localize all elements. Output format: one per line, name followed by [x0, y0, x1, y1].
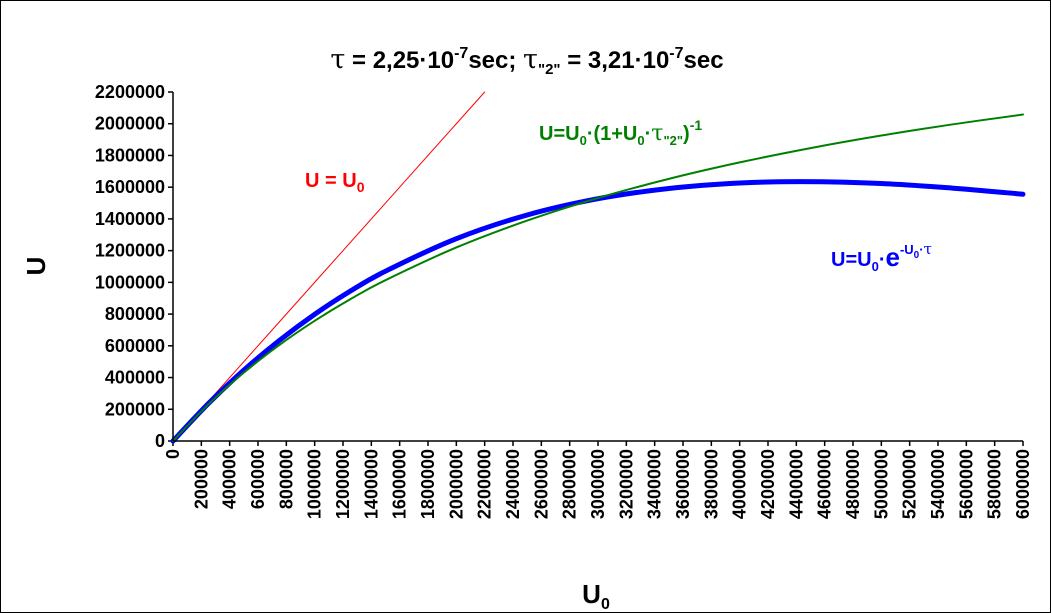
annotation-hyperbolic-sub1: 0: [580, 133, 587, 148]
y-tick-label: 600000: [105, 336, 165, 356]
x-tick-label: 2000000: [446, 449, 466, 519]
x-tick-label: 600000: [248, 449, 268, 509]
annotation-hyperbolic-sub3: "2": [663, 133, 683, 148]
annotation-hyperbolic-a: U=U: [539, 123, 580, 145]
annotation-exponential-sub1: 0: [872, 259, 879, 274]
annotation-exponential: U=U0·e-U0·τ: [831, 240, 932, 274]
x-axis-ticks: 0 200000 400000 600000 800000 1000000 1200000 1…: [163, 441, 1033, 519]
x-tick-label: 2200000: [475, 449, 495, 519]
x-tick-label: 4400000: [786, 449, 806, 519]
x-tick-label: 4600000: [815, 449, 835, 519]
x-tick-label: 4200000: [758, 449, 778, 519]
x-tick-label: 5800000: [985, 449, 1005, 519]
title-tau-exp: -7: [454, 45, 468, 62]
title-tau2-sub: "2": [538, 61, 561, 78]
x-tick-label: 3400000: [645, 449, 665, 519]
x-axis-label-sub: 0: [601, 596, 610, 613]
x-axis-label-main: U: [582, 579, 601, 609]
annotation-hyperbolic-sub2: 0: [637, 133, 644, 148]
annotation-exponential-b: ·: [879, 249, 886, 271]
series-line-hyperbolic: [173, 115, 1023, 441]
y-tick-label: 1200000: [95, 241, 165, 261]
y-tick-label: 800000: [105, 304, 165, 324]
y-tick-label: 1600000: [95, 177, 165, 197]
series-line-exponential: [173, 182, 1023, 441]
x-tick-label: 6000000: [1013, 449, 1033, 519]
annotation-hyperbolic-tau: τ: [651, 121, 663, 146]
x-tick-label: 400000: [220, 449, 240, 509]
x-tick-label: 3000000: [588, 449, 608, 519]
x-tick-label: 5400000: [928, 449, 948, 519]
y-tick-label: 1400000: [95, 209, 165, 229]
x-tick-label: 5600000: [956, 449, 976, 519]
x-tick-label: 1000000: [305, 449, 325, 519]
annotation-linear-main: U = U: [305, 170, 357, 192]
x-tick-label: 5000000: [871, 449, 891, 519]
title-tau-value: = 2,25·10: [345, 47, 454, 74]
y-tick-label: 1000000: [95, 272, 165, 292]
x-tick-label: 1800000: [418, 449, 438, 519]
annotation-exponential-e: e: [885, 242, 899, 272]
chart-title: τ = 2,25·10-7sec; τ"2" = 3,21·10-7sec: [330, 44, 723, 78]
y-axis-ticks: 0 200000 400000 600000 800000 1000000 1200000 1…: [95, 82, 173, 451]
x-tick-label: 0: [163, 449, 183, 459]
y-tick-label: 2000000: [95, 114, 165, 134]
annotation-linear: U = U0: [305, 170, 365, 195]
x-tick-label: 1200000: [333, 449, 353, 519]
y-tick-label: 400000: [105, 368, 165, 388]
x-axis-label: U0: [582, 579, 610, 613]
x-tick-label: 4800000: [843, 449, 863, 519]
annotation-exponential-exp-a: -U: [900, 242, 914, 257]
series-line-linear: [173, 92, 485, 441]
title-tau2-symbol: τ: [523, 44, 538, 75]
y-tick-label: 0: [155, 431, 165, 451]
title-tau2-exp: -7: [669, 45, 683, 62]
annotation-hyperbolic-exp: -1: [690, 117, 703, 133]
y-tick-label: 1800000: [95, 145, 165, 165]
annotation-hyperbolic-c: ·: [645, 123, 652, 145]
annotation-hyperbolic-b: ·(1+U: [587, 123, 638, 145]
x-tick-label: 2600000: [531, 449, 551, 519]
x-tick-label: 2800000: [560, 449, 580, 519]
y-tick-label: 200000: [105, 399, 165, 419]
title-tau2-unit: sec: [684, 47, 724, 74]
annotation-exponential-exp-tau: τ: [924, 240, 932, 258]
title-tau-symbol: τ: [330, 44, 345, 75]
x-tick-label: 3200000: [616, 449, 636, 519]
title-tau2-value: = 3,21·10: [561, 47, 670, 74]
annotation-hyperbolic: U=U0·(1+U0·τ"2")-1: [539, 117, 702, 148]
annotation-linear-sub: 0: [357, 179, 365, 195]
annotation-hyperbolic-d: ): [683, 123, 690, 145]
y-tick-label: 2200000: [95, 82, 165, 102]
x-tick-label: 4000000: [730, 449, 750, 519]
title-tau-unit: sec;: [468, 47, 523, 74]
annotation-exponential-a: U=U: [831, 249, 872, 271]
x-tick-label: 3600000: [673, 449, 693, 519]
x-tick-label: 800000: [276, 449, 296, 509]
x-tick-label: 2400000: [503, 449, 523, 519]
y-axis-label: U: [21, 257, 51, 276]
x-tick-label: 200000: [191, 449, 211, 509]
x-tick-label: 1600000: [390, 449, 410, 519]
x-tick-label: 1400000: [361, 449, 381, 519]
x-tick-label: 3800000: [701, 449, 721, 519]
x-tick-label: 5200000: [900, 449, 920, 519]
